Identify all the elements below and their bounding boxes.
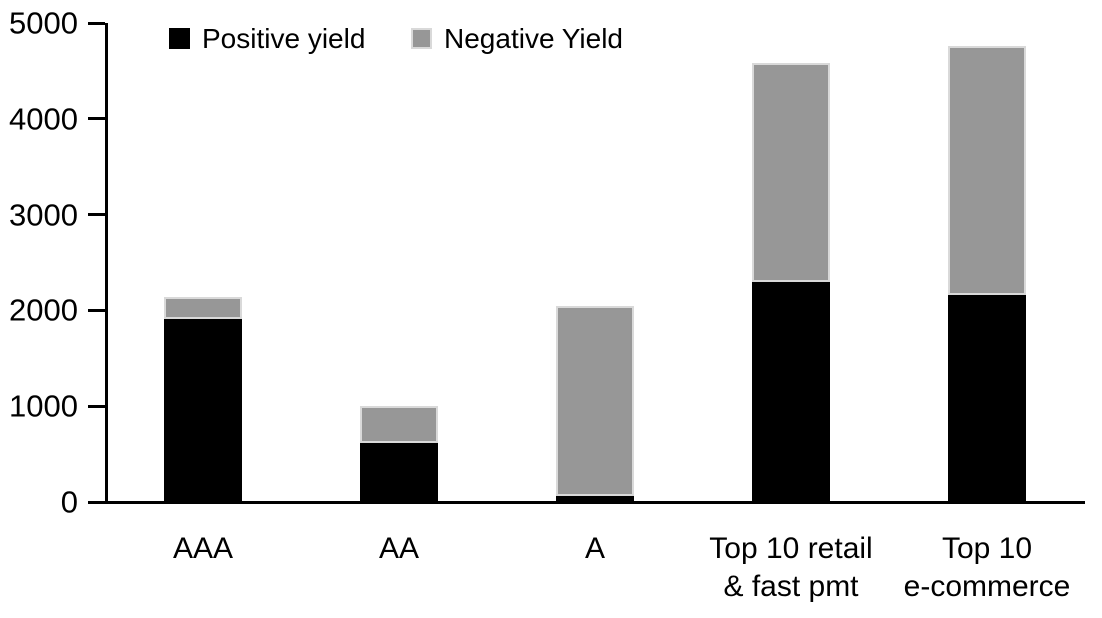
x-axis-line	[88, 501, 1085, 504]
bar-segment-negative	[556, 306, 634, 496]
bar-segment-negative	[948, 46, 1026, 295]
legend-item-negative-yield: Negative Yield	[411, 22, 624, 54]
bar-segment-positive	[164, 319, 242, 501]
x-axis-category-label: AA	[378, 532, 420, 565]
positive-yield-swatch-icon	[169, 28, 190, 49]
x-axis-category-label: Top 10 e-commerce	[903, 532, 1071, 603]
x-axis-category-label: Top 10 retail & fast pmt	[709, 532, 873, 603]
bar-segment-negative	[164, 297, 242, 319]
bar-segment-positive	[752, 282, 830, 501]
y-axis-label: 5000	[9, 5, 78, 41]
y-axis-tick	[88, 213, 105, 217]
x-axis-category-label: A	[584, 532, 605, 565]
bar-stack	[556, 306, 634, 501]
legend-label-positive-yield: Positive yield	[202, 22, 366, 54]
bar-stack	[752, 62, 830, 501]
x-axis-category-label: AAA	[172, 532, 234, 565]
y-axis-label: 0	[60, 484, 78, 520]
y-axis-tick	[88, 404, 105, 408]
y-axis-tick	[88, 117, 105, 121]
legend-item-positive-yield: Positive yield	[169, 22, 366, 54]
bar-segment-negative	[752, 63, 830, 282]
bar-stack	[164, 297, 242, 501]
bar-stack	[360, 405, 438, 501]
y-axis-tick	[88, 500, 105, 504]
y-axis-label: 4000	[9, 101, 78, 137]
negative-yield-swatch-icon	[411, 28, 432, 49]
bar-segment-positive	[556, 496, 634, 501]
legend-label-negative-yield: Negative Yield	[444, 22, 624, 54]
bar-segment-positive	[948, 295, 1026, 501]
bar-stack	[948, 46, 1026, 501]
y-axis-label: 2000	[9, 292, 78, 328]
y-axis-label: 1000	[9, 388, 78, 424]
bar-segment-positive	[360, 443, 438, 501]
bar-segment-negative	[360, 406, 438, 443]
y-axis-line	[105, 23, 108, 504]
y-axis-label: 3000	[9, 197, 78, 233]
y-axis-tick	[88, 21, 105, 25]
y-axis-tick	[88, 308, 105, 312]
